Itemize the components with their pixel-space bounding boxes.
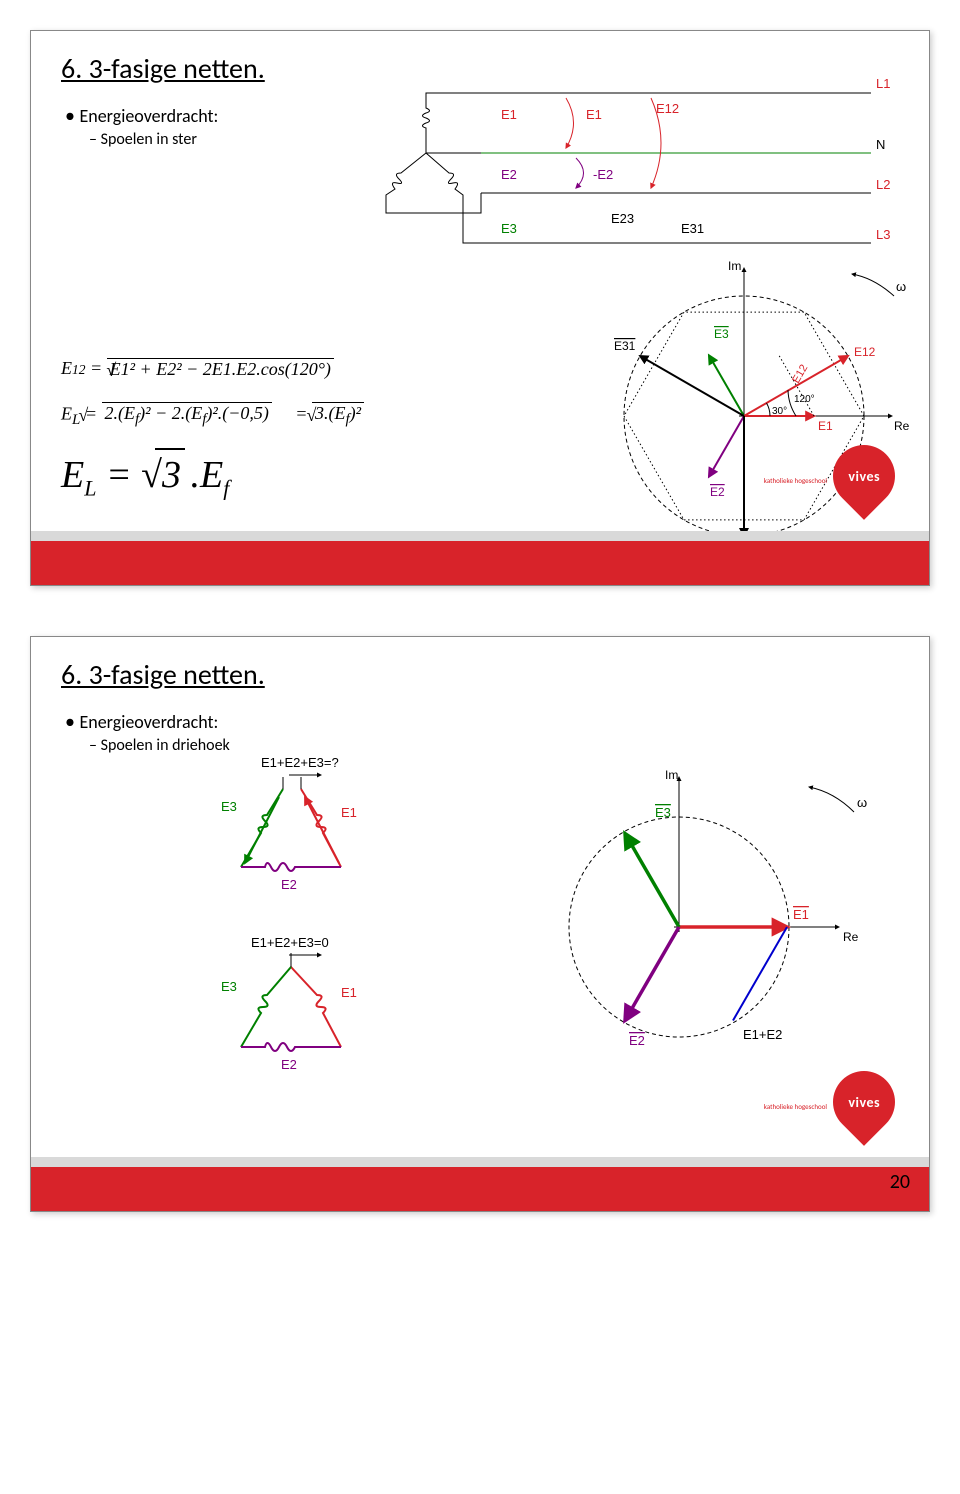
vives-badge: katholieke hogeschool vives [795, 445, 895, 507]
svg-text:E3: E3 [501, 221, 517, 236]
svg-text:L3: L3 [876, 227, 890, 242]
star-circuit-diagram: L1 N L2 L3 E1 E1 E12 E2 -E2 E3 E23 E31 [331, 73, 891, 273]
svg-text:L2: L2 [876, 177, 890, 192]
vives-subtitle: katholieke hogeschool [764, 476, 827, 485]
bullet-main-2: Energieoverdracht: [65, 710, 899, 734]
svg-text:E1+E2+E3=?: E1+E2+E3=? [261, 757, 339, 770]
slide-footer-2 [31, 1157, 929, 1211]
triangle-coils: E1+E2+E3=? E1 E3 E2 E [191, 757, 421, 1117]
svg-text:E3: E3 [221, 799, 237, 814]
svg-text:E23: E23 [611, 211, 634, 226]
vives-pin-icon: vives [820, 432, 908, 520]
svg-text:Re: Re [894, 419, 909, 433]
svg-text:E3: E3 [714, 327, 729, 341]
svg-text:E2: E2 [281, 1057, 297, 1072]
svg-text:E1: E1 [501, 107, 517, 122]
svg-text:E2: E2 [281, 877, 297, 892]
slide2-title: 6. 3-fasige netten. [61, 657, 899, 692]
svg-text:E1: E1 [793, 907, 809, 922]
svg-text:E1+E2+E3=0: E1+E2+E3=0 [251, 935, 329, 950]
formula-lines: E12 = E1² + E2² − 2E1.E2.cos(120°) √ EL … [61, 349, 481, 437]
svg-text:E1: E1 [341, 985, 357, 1000]
delta-phasor-diagram: Re Im ω E1 E3 E2 E1+E2 [509, 767, 889, 1107]
svg-text:E31: E31 [681, 221, 704, 236]
slide-footer [31, 531, 929, 585]
svg-text:E2: E2 [710, 485, 725, 499]
svg-text:Im: Im [728, 261, 741, 273]
bullet-sub-2: Spoelen in driehoek [89, 734, 899, 755]
svg-text:E1+E2: E1+E2 [743, 1027, 782, 1042]
slide2-bullets: Energieoverdracht: Spoelen in driehoek [65, 710, 899, 755]
svg-text:E12: E12 [790, 363, 810, 386]
svg-text:ω: ω [896, 279, 906, 294]
page-number: 20 [890, 1170, 910, 1194]
svg-text:120°: 120° [794, 394, 815, 405]
vives-badge-2: katholieke hogeschool vives [795, 1071, 895, 1133]
svg-text:-E2: -E2 [593, 167, 613, 182]
svg-text:E3: E3 [655, 805, 671, 820]
formula-big: EL = √3 .Ef [61, 453, 481, 502]
vives-subtitle-2: katholieke hogeschool [764, 1102, 827, 1111]
svg-text:Re: Re [843, 930, 859, 944]
svg-text:E1: E1 [818, 419, 833, 433]
slide-1: 6. 3-fasige netten. Energieoverdracht: S… [30, 30, 930, 586]
svg-text:E12: E12 [854, 345, 876, 359]
svg-text:Im: Im [665, 768, 678, 782]
svg-text:E1: E1 [341, 805, 357, 820]
star-phasor-diagram: Re Im ω E1 E2 E3 E12 E23 E31 [579, 261, 909, 571]
svg-text:E2: E2 [501, 167, 517, 182]
vives-pin-icon-2: vives [820, 1058, 908, 1146]
svg-text:E1: E1 [586, 107, 602, 122]
svg-text:E12: E12 [656, 101, 679, 116]
svg-text:E31: E31 [614, 339, 636, 353]
svg-text:ω: ω [857, 795, 867, 810]
svg-text:N: N [876, 137, 885, 152]
slide-2: 6. 3-fasige netten. Energieoverdracht: S… [30, 636, 930, 1212]
svg-text:L1: L1 [876, 76, 890, 91]
svg-text:E3: E3 [221, 979, 237, 994]
svg-text:E2: E2 [629, 1033, 645, 1048]
svg-text:30°: 30° [772, 406, 787, 417]
